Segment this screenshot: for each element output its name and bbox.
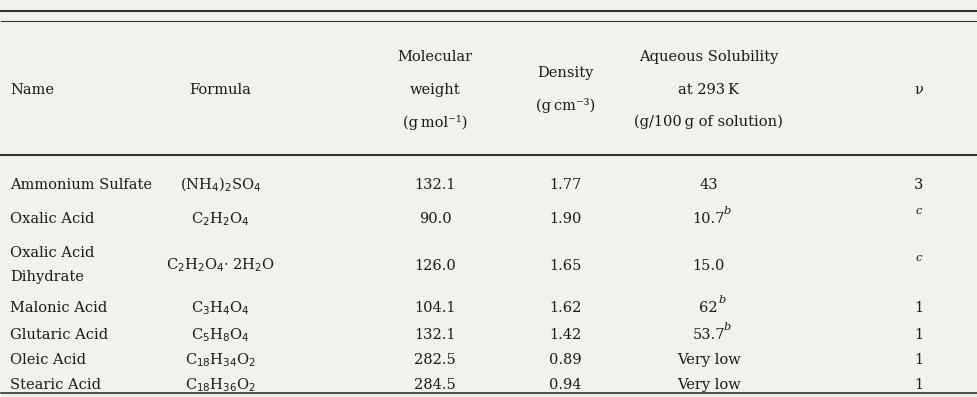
Text: Very low: Very low bbox=[676, 353, 740, 368]
Text: b: b bbox=[723, 206, 731, 216]
Text: 1: 1 bbox=[913, 378, 922, 392]
Text: (g cm⁻³): (g cm⁻³) bbox=[535, 98, 594, 114]
Text: Glutaric Acid: Glutaric Acid bbox=[11, 328, 108, 342]
Text: Molecular: Molecular bbox=[398, 50, 472, 64]
Text: 1: 1 bbox=[913, 328, 922, 342]
Text: C$_{18}$H$_{36}$O$_2$: C$_{18}$H$_{36}$O$_2$ bbox=[185, 376, 256, 394]
Text: at 293 K: at 293 K bbox=[677, 83, 739, 96]
Text: Stearic Acid: Stearic Acid bbox=[11, 378, 102, 392]
Text: c: c bbox=[914, 206, 921, 216]
Text: 0.94: 0.94 bbox=[548, 378, 581, 392]
Text: 1: 1 bbox=[913, 353, 922, 368]
Text: b: b bbox=[723, 322, 731, 332]
Text: 1: 1 bbox=[913, 301, 922, 315]
Text: c: c bbox=[914, 252, 921, 263]
Text: 126.0: 126.0 bbox=[414, 258, 455, 273]
Text: 132.1: 132.1 bbox=[414, 328, 455, 342]
Text: C$_2$H$_2$O$_4$: C$_2$H$_2$O$_4$ bbox=[191, 210, 249, 228]
Text: C$_2$H$_2$O$_4$$\cdot$ 2H$_2$O: C$_2$H$_2$O$_4$$\cdot$ 2H$_2$O bbox=[166, 257, 275, 274]
Text: 1.42: 1.42 bbox=[548, 328, 580, 342]
Text: 10.7: 10.7 bbox=[692, 212, 724, 226]
Text: (NH$_4$)$_2$SO$_4$: (NH$_4$)$_2$SO$_4$ bbox=[180, 175, 261, 194]
Text: 43: 43 bbox=[699, 177, 717, 191]
Text: 53.7: 53.7 bbox=[692, 328, 724, 342]
Text: Oxalic Acid: Oxalic Acid bbox=[11, 245, 95, 260]
Text: C$_3$H$_4$O$_4$: C$_3$H$_4$O$_4$ bbox=[191, 299, 249, 317]
Text: Name: Name bbox=[11, 83, 55, 96]
Text: 284.5: 284.5 bbox=[414, 378, 455, 392]
Text: 62: 62 bbox=[699, 301, 717, 315]
Text: Oxalic Acid: Oxalic Acid bbox=[11, 212, 95, 226]
Text: Oleic Acid: Oleic Acid bbox=[11, 353, 86, 368]
Text: 1.90: 1.90 bbox=[548, 212, 580, 226]
Text: Formula: Formula bbox=[190, 83, 251, 96]
Text: 1.65: 1.65 bbox=[548, 258, 580, 273]
Text: Very low: Very low bbox=[676, 378, 740, 392]
Text: (g/100 g of solution): (g/100 g of solution) bbox=[634, 115, 783, 129]
Text: 3: 3 bbox=[913, 177, 922, 191]
Text: Density: Density bbox=[536, 66, 593, 81]
Text: C$_{18}$H$_{34}$O$_2$: C$_{18}$H$_{34}$O$_2$ bbox=[185, 352, 256, 369]
Text: Dihydrate: Dihydrate bbox=[11, 270, 84, 283]
Text: 90.0: 90.0 bbox=[418, 212, 451, 226]
Text: 132.1: 132.1 bbox=[414, 177, 455, 191]
Text: 1.77: 1.77 bbox=[548, 177, 580, 191]
Text: 15.0: 15.0 bbox=[692, 258, 724, 273]
Text: Ammonium Sulfate: Ammonium Sulfate bbox=[11, 177, 152, 191]
Text: Aqueous Solubility: Aqueous Solubility bbox=[638, 50, 778, 64]
Text: weight: weight bbox=[409, 83, 460, 96]
Text: 282.5: 282.5 bbox=[414, 353, 455, 368]
Text: ν: ν bbox=[913, 83, 922, 96]
Text: 104.1: 104.1 bbox=[414, 301, 455, 315]
Text: (g mol⁻¹): (g mol⁻¹) bbox=[403, 115, 467, 129]
Text: C$_5$H$_8$O$_4$: C$_5$H$_8$O$_4$ bbox=[191, 326, 249, 343]
Text: 0.89: 0.89 bbox=[548, 353, 581, 368]
Text: b: b bbox=[717, 295, 725, 305]
Text: 1.62: 1.62 bbox=[548, 301, 580, 315]
Text: Malonic Acid: Malonic Acid bbox=[11, 301, 107, 315]
